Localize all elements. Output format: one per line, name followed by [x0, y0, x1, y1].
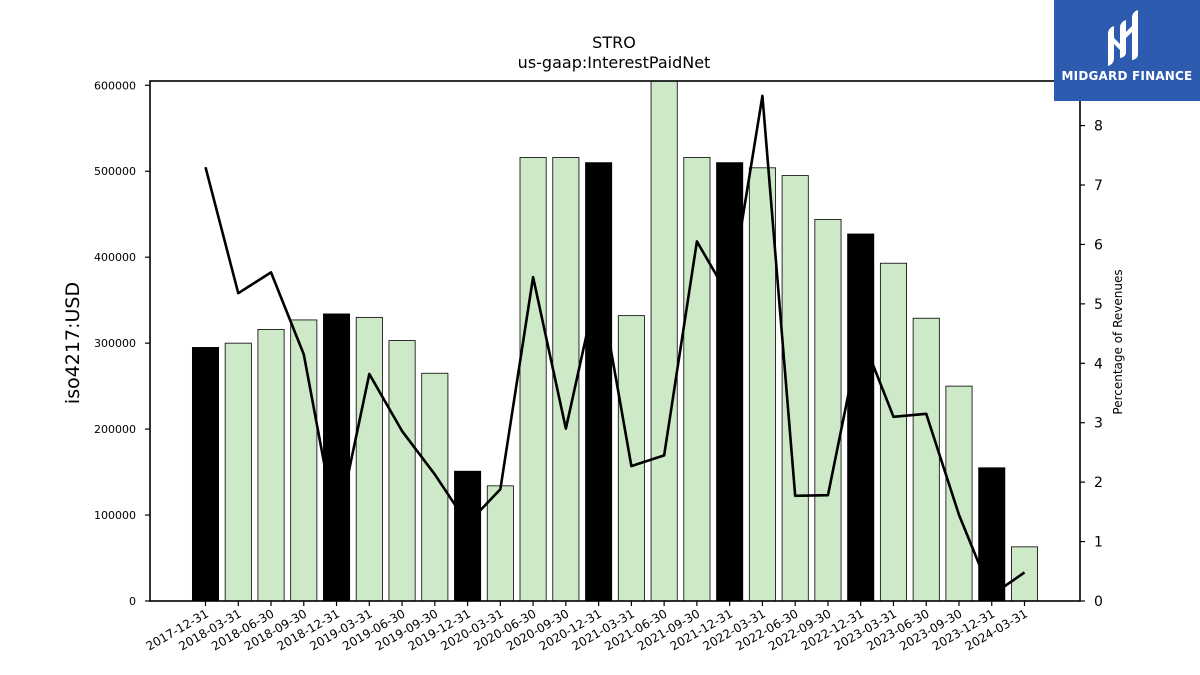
bar-2021-03-31	[617, 315, 645, 601]
bar-2018-06-30	[257, 328, 285, 601]
bar-2022-09-30	[814, 218, 842, 601]
axes: 0 100000 200000 300000 400000 500000 600000 0 1 2…	[94, 79, 1103, 653]
bar-2023-03-31	[879, 262, 907, 601]
y-right-tick-label: 8	[1094, 119, 1103, 135]
y-right-tick-label: 4	[1094, 356, 1103, 372]
y-axis-left-label: iso4217:USD	[62, 282, 84, 404]
bar-2022-03-31	[748, 167, 776, 601]
bar-2018-03-31	[224, 342, 252, 601]
line-series	[204, 94, 1026, 597]
y-right-tick-label: 7	[1094, 178, 1103, 194]
bar-2019-03-31	[355, 316, 383, 601]
chart-title: STRO	[592, 33, 636, 52]
y-left-tick-label: 600000	[94, 79, 136, 92]
y-right-tick-label: 2	[1094, 475, 1103, 491]
bar-2019-06-30	[388, 340, 416, 601]
bar-2020-12-31	[585, 162, 613, 601]
bar-2020-06-30	[519, 157, 547, 601]
y-right-tick-label: 5	[1094, 297, 1103, 313]
y-left-tick-label: 100000	[94, 509, 136, 522]
chart-subtitle: us-gaap:InterestPaidNet	[518, 53, 711, 72]
y-axis-right-label: Percentage of Revenues	[1111, 269, 1125, 414]
y-left-tick-label: 300000	[94, 337, 136, 350]
y-left-tick-label: 400000	[94, 251, 136, 264]
bar-2023-12-31	[978, 467, 1006, 601]
y-right-tick-label: 3	[1094, 416, 1103, 432]
bar-2018-09-30	[290, 319, 318, 601]
bar-2021-12-31	[716, 162, 744, 601]
y-left-tick-label: 200000	[94, 423, 136, 436]
bar-2020-03-31	[486, 485, 514, 601]
bar-2021-06-30	[650, 81, 678, 601]
y-right-tick-label: 1	[1094, 535, 1103, 551]
bar-2022-12-31	[847, 233, 875, 601]
y-right-tick-label: 0	[1094, 594, 1103, 610]
bar-2018-12-31	[323, 313, 351, 601]
bar-series	[191, 81, 1039, 601]
y-left-tick-label: 500000	[94, 165, 136, 178]
bar-2023-06-30	[912, 317, 940, 601]
bar-2020-09-30	[552, 157, 580, 601]
bar-2019-12-31	[454, 470, 482, 601]
percentage-line	[204, 94, 1026, 597]
logo-mark-icon	[1108, 10, 1138, 66]
plot-frame	[149, 80, 1081, 602]
logo-text: MIDGARD FINANCE	[1061, 69, 1193, 83]
logo: MIDGARD FINANCE	[1054, 0, 1200, 101]
y-left-tick-label: 0	[129, 595, 136, 608]
y-right-tick-label: 6	[1094, 237, 1103, 253]
bar-2021-09-30	[683, 157, 711, 601]
bar-2023-09-30	[945, 385, 973, 601]
bar-2017-12-31	[191, 347, 220, 601]
